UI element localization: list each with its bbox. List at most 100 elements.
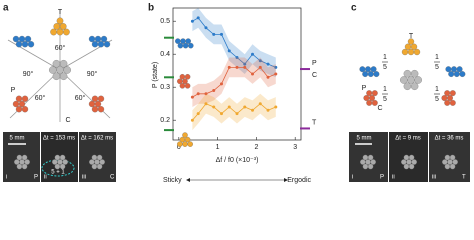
particle — [442, 159, 448, 165]
fraction-den: 5 — [435, 64, 439, 71]
particle — [373, 71, 380, 78]
data-point — [212, 32, 216, 36]
particle — [62, 159, 68, 165]
particle — [362, 71, 369, 78]
state-label: P — [312, 60, 317, 67]
particle — [97, 106, 105, 113]
data-point — [204, 26, 208, 30]
particle — [182, 78, 188, 85]
data-point — [235, 56, 239, 59]
data-point — [243, 105, 247, 109]
particle — [411, 159, 417, 165]
particle — [91, 106, 99, 113]
angle-label: 60° — [55, 44, 66, 52]
particle — [359, 66, 366, 73]
x-tick-label: 2 — [254, 144, 258, 151]
data-point — [258, 102, 262, 106]
particle — [56, 17, 64, 25]
particle — [179, 83, 186, 89]
particle — [27, 41, 35, 48]
particle — [24, 159, 30, 165]
angle-label: 90° — [87, 70, 98, 78]
particle — [14, 159, 20, 165]
fraction-num: 1 — [383, 86, 387, 93]
data-point — [219, 112, 223, 116]
particle — [185, 38, 191, 44]
particle — [184, 83, 191, 89]
particle — [89, 159, 95, 165]
particle — [52, 159, 58, 165]
state-label: T — [409, 33, 414, 40]
particle — [88, 100, 96, 108]
plot-frame — [172, 7, 302, 141]
axis-end-label: Sticky — [163, 177, 182, 184]
particle — [59, 72, 68, 81]
particle — [182, 42, 189, 49]
particle — [15, 41, 23, 48]
state-label: P — [34, 175, 38, 181]
particle — [449, 163, 456, 170]
image-index: iii — [82, 175, 86, 181]
particle — [187, 141, 193, 147]
particle — [367, 154, 374, 161]
fraction-num: 1 — [435, 86, 439, 93]
particle — [21, 95, 29, 102]
particle — [179, 74, 186, 80]
particle — [448, 71, 455, 78]
particle — [18, 35, 26, 43]
error-band — [192, 93, 276, 131]
particle — [403, 82, 412, 91]
particle — [59, 154, 66, 161]
data-point — [243, 62, 247, 66]
particle — [19, 159, 25, 165]
axis-end-label: Ergodic — [287, 177, 311, 184]
state-label: T — [58, 9, 63, 16]
angle-label: 60° — [35, 94, 46, 102]
particle — [59, 23, 67, 30]
state-label: C — [65, 117, 70, 124]
data-point — [227, 49, 231, 53]
fraction-den: 5 — [435, 96, 439, 103]
error-band — [192, 57, 276, 107]
particle — [365, 66, 371, 73]
particle — [449, 90, 456, 97]
fraction-den: 5 — [383, 64, 387, 71]
particle — [444, 90, 451, 97]
state-label: P — [11, 87, 16, 94]
state-label: C — [377, 105, 382, 112]
state-label: P — [380, 175, 384, 181]
particle — [182, 141, 188, 147]
particle — [52, 59, 61, 68]
particle — [56, 28, 64, 36]
particle — [21, 154, 28, 161]
particle — [401, 159, 407, 165]
fraction-den: 5 — [383, 96, 387, 103]
data-point — [196, 112, 200, 116]
particle — [447, 159, 453, 165]
y-tick-label: 0.2 — [160, 117, 170, 124]
particle — [184, 74, 191, 80]
particle — [96, 163, 103, 170]
particle — [94, 100, 102, 108]
particle — [180, 38, 186, 44]
particle — [16, 154, 23, 161]
particle — [444, 99, 451, 106]
particle — [177, 141, 183, 147]
particle — [449, 99, 456, 106]
data-point — [196, 16, 200, 20]
count-label: 5 + 1 — [51, 170, 65, 176]
particle — [410, 43, 418, 50]
particle — [410, 82, 419, 91]
particle — [21, 41, 29, 48]
particle — [363, 95, 370, 101]
particle — [24, 35, 32, 43]
particle — [408, 154, 415, 161]
x-tick-label: 3 — [293, 144, 297, 151]
particle — [54, 154, 61, 161]
particle — [96, 154, 103, 161]
data-point — [251, 72, 255, 76]
x-axis-label: Δf / f0 (×10⁻³) — [216, 157, 259, 164]
particle — [179, 136, 186, 143]
particle — [54, 163, 61, 170]
particle — [53, 23, 61, 30]
